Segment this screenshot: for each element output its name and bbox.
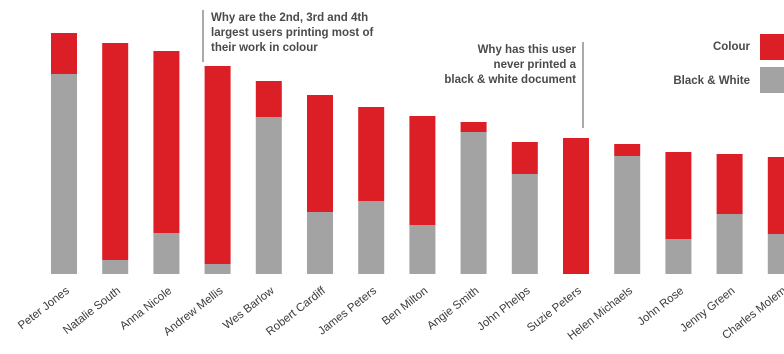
bar-colour-3 — [204, 66, 231, 264]
annotation-no-bw: Why has this user never printed a black … — [444, 42, 584, 128]
bar-bw-7 — [409, 225, 436, 274]
bar-colour-5 — [307, 95, 333, 212]
bar-colour-14 — [767, 157, 784, 234]
legend: Colour Black & White — [673, 34, 784, 93]
bar-colour-0 — [51, 33, 77, 74]
bar-bw-14 — [767, 234, 784, 274]
x-tick-label: John Rose — [636, 285, 687, 328]
bar-bw-5 — [307, 212, 333, 274]
bar-colour-7 — [409, 116, 436, 225]
bar-bw-2 — [153, 233, 180, 274]
annotation-no-bw-line-3: black & white document — [444, 74, 576, 86]
annotation-colour-users-line-2: largest users printing most of — [211, 27, 373, 39]
bar-bw-6 — [358, 201, 385, 274]
bar-bw-3 — [204, 264, 231, 274]
bar-bw-12 — [665, 239, 692, 274]
x-tick-label: Ben Milton — [380, 285, 430, 328]
bar-bw-11 — [614, 156, 641, 274]
bar-colour-1 — [102, 43, 129, 260]
legend-swatch-colour — [760, 34, 784, 60]
legend-label-bw: Black & White — [673, 75, 750, 87]
annotation-colour-users-line-3: their work in colour — [211, 42, 318, 54]
annotation-no-bw-line-2: never printed a — [494, 59, 577, 71]
bar-colour-8 — [460, 122, 487, 132]
bar-bw-4 — [255, 117, 282, 274]
bar-bw-13 — [716, 214, 743, 274]
x-tick-label: Angie Smith — [425, 285, 481, 333]
annotation-colour-users: Why are the 2nd, 3rd and 4th largest use… — [202, 10, 373, 62]
annotation-colour-users-line-1: Why are the 2nd, 3rd and 4th — [211, 12, 368, 24]
bar-colour-6 — [358, 107, 385, 201]
bar-colour-12 — [665, 152, 692, 239]
bar-colour-10 — [563, 138, 589, 274]
legend-label-colour: Colour — [713, 41, 751, 53]
bar-bw-1 — [102, 260, 129, 274]
legend-swatch-bw — [760, 67, 784, 93]
bar-bw-0 — [51, 74, 77, 274]
bar-colour-4 — [255, 81, 282, 117]
x-tick-label: John Phelps — [475, 285, 532, 334]
bar-colour-11 — [614, 144, 641, 156]
bars-group — [51, 33, 784, 274]
annotation-no-bw-line-1: Why has this user — [478, 44, 577, 56]
bar-colour-9 — [511, 142, 538, 174]
bar-colour-2 — [153, 51, 180, 233]
bar-colour-13 — [716, 154, 743, 214]
bar-bw-8 — [460, 132, 487, 274]
bar-bw-9 — [511, 174, 538, 274]
